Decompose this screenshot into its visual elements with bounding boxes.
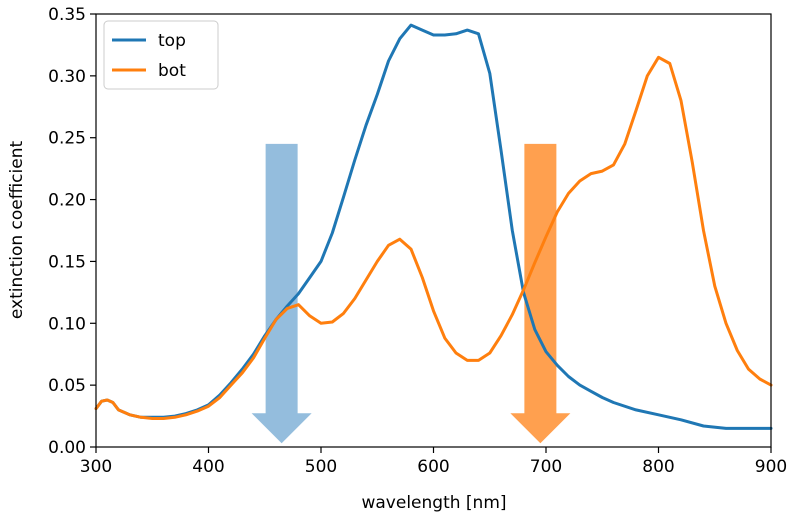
x-axis-ticks: 300 400 500 600 700 800 900 [80,447,787,477]
y-tick-label: 0.35 [48,5,86,25]
x-tick-label: 300 [80,457,112,477]
y-tick-label: 0.25 [48,129,86,149]
y-tick-label: 0.15 [48,252,86,272]
x-axis-label: wavelength [nm] [361,493,506,513]
y-tick-label: 0.00 [48,438,86,458]
x-tick-label: 600 [417,457,449,477]
y-tick-label: 0.05 [48,376,86,396]
x-tick-label: 500 [305,457,337,477]
legend: top bot [103,20,219,90]
legend-label-bot: bot [158,61,186,81]
series-line-bot [94,55,773,420]
y-axis-ticks: 0.00 0.05 0.10 0.15 0.20 0.25 0.30 0.35 [48,5,96,458]
y-axis-label: extinction coefficient [7,141,27,320]
x-tick-label: 900 [755,457,787,477]
y-tick-label: 0.20 [48,191,86,211]
annotation-arrow-2 [510,143,571,444]
legend-box [103,20,219,90]
y-tick-label: 0.10 [48,314,86,334]
x-tick-label: 400 [192,457,224,477]
annotation-arrow-1 [251,143,312,444]
legend-label-top: top [158,31,186,51]
x-tick-label: 700 [530,457,562,477]
y-tick-label: 0.30 [48,67,86,87]
series-lines [94,23,773,430]
x-tick-label: 800 [642,457,674,477]
